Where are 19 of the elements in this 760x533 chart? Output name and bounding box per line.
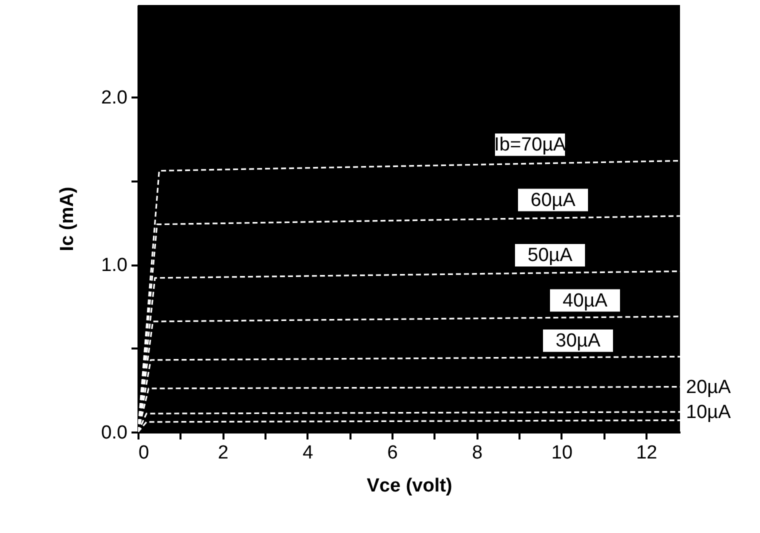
x-tick-label: 0: [138, 442, 150, 464]
y-axis-title: Ic (mA): [57, 186, 78, 252]
x-tick-label: 8: [472, 442, 483, 464]
series-label: Ib=70µA: [494, 134, 566, 156]
y-tick-label: 1.0: [101, 255, 128, 276]
y-tick-label: 2.0: [101, 88, 128, 109]
legend-label: 30µA: [556, 330, 601, 352]
series-label: 40µA: [562, 290, 608, 312]
x-tick-label: 6: [387, 442, 398, 464]
series-label: 10µA: [686, 402, 732, 423]
y-tick-label: 0.0: [101, 422, 128, 444]
series-label: 50µA: [528, 245, 573, 266]
x-tick-label: 10: [551, 442, 573, 464]
series-label: 60µA: [530, 190, 576, 211]
x-tick-label: 4: [302, 442, 314, 464]
x-axis-title: Vce (volt): [366, 476, 452, 496]
x-tick-label: 12: [636, 442, 658, 464]
series-label: 20µA: [686, 376, 732, 398]
x-tick-label: 2: [218, 442, 228, 464]
